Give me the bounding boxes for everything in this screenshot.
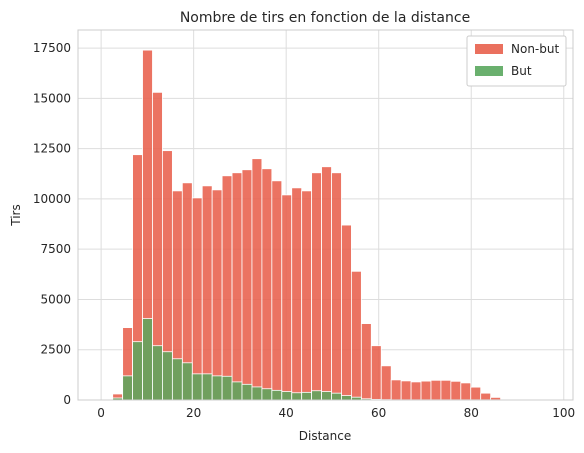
bar-but (301, 391, 313, 401)
bar-but (221, 375, 233, 401)
bar-but (261, 388, 273, 401)
bar-non-but (400, 380, 412, 401)
bar-but (171, 358, 183, 401)
bar-non-but (351, 270, 362, 401)
bar-but (321, 391, 332, 401)
bar-non-but (470, 386, 482, 401)
y-tick-label: 5000 (40, 292, 71, 306)
y-tick-labels: 0 2500 5000 7500 10000 12500 15000 17500 (33, 41, 71, 407)
bar-but (311, 390, 322, 401)
bar-non-but (331, 172, 342, 401)
x-tick-label: 100 (552, 406, 575, 420)
bars-layer (112, 49, 502, 401)
bar-but (281, 391, 293, 401)
y-axis-label: Tirs (9, 204, 23, 226)
x-tick-label: 60 (371, 406, 386, 420)
bar-but (142, 318, 153, 401)
bar-but (132, 341, 143, 401)
bar-but (271, 389, 283, 401)
legend-swatch-non-but (475, 44, 503, 54)
y-tick-label: 2500 (40, 343, 71, 357)
chart-title: Nombre de tirs en fonction de la distanc… (180, 10, 470, 26)
bar-but (251, 386, 263, 401)
bar-but (191, 373, 203, 401)
bar-but (162, 351, 173, 401)
bar-non-but (301, 190, 313, 401)
bar-non-but (480, 392, 492, 401)
y-tick-label: 12500 (33, 142, 71, 156)
bar-but (152, 345, 163, 401)
bar-but (231, 381, 243, 401)
bar-non-but (261, 168, 273, 401)
bar-non-but (251, 158, 263, 401)
bar-but (331, 392, 342, 401)
bar-non-but (370, 345, 382, 401)
bar-non-but (271, 180, 283, 401)
bar-non-but (450, 380, 462, 401)
plot-frame (77, 29, 574, 401)
bar-non-but (321, 166, 332, 401)
x-tick-label: 0 (97, 406, 105, 420)
bar-non-but (420, 380, 432, 401)
bar-non-but (201, 185, 213, 401)
bar-non-but (380, 365, 392, 401)
bar-non-but (191, 197, 203, 401)
legend: Non-but But (466, 35, 567, 87)
bar-non-but (440, 379, 452, 401)
bar-but (122, 375, 133, 401)
x-axis-label: Distance (299, 429, 351, 443)
bar-but (341, 395, 352, 401)
bar-non-but (281, 194, 293, 401)
bar-non-but (241, 169, 253, 401)
x-tick-label: 80 (464, 406, 479, 420)
bar-non-but (311, 172, 322, 401)
legend-label-but: But (511, 64, 532, 78)
bar-non-but (341, 224, 352, 401)
x-tick-labels: 0 20 40 60 80 100 (97, 406, 575, 420)
bar-non-but (231, 172, 243, 401)
y-tick-label: 17500 (33, 41, 71, 55)
bar-but (181, 362, 193, 401)
bar-but (201, 373, 213, 401)
x-tick-label: 40 (279, 406, 294, 420)
bar-non-but (211, 189, 223, 401)
legend-label-non-but: Non-but (511, 42, 559, 56)
bar-non-but (460, 382, 472, 401)
bar-non-but (221, 175, 233, 401)
bar-but (291, 392, 303, 401)
bar-but (211, 375, 223, 401)
bar-non-but (360, 323, 372, 401)
y-tick-label: 10000 (33, 192, 71, 206)
y-tick-label: 15000 (33, 91, 71, 105)
y-tick-label: 7500 (40, 242, 71, 256)
bar-non-but (390, 379, 402, 401)
bar-non-but (410, 381, 422, 401)
bar-non-but (430, 379, 442, 401)
legend-swatch-but (475, 66, 503, 76)
x-tick-label: 20 (186, 406, 201, 420)
bar-non-but (291, 187, 303, 401)
bar-but (241, 383, 253, 401)
y-tick-label: 0 (63, 393, 71, 407)
